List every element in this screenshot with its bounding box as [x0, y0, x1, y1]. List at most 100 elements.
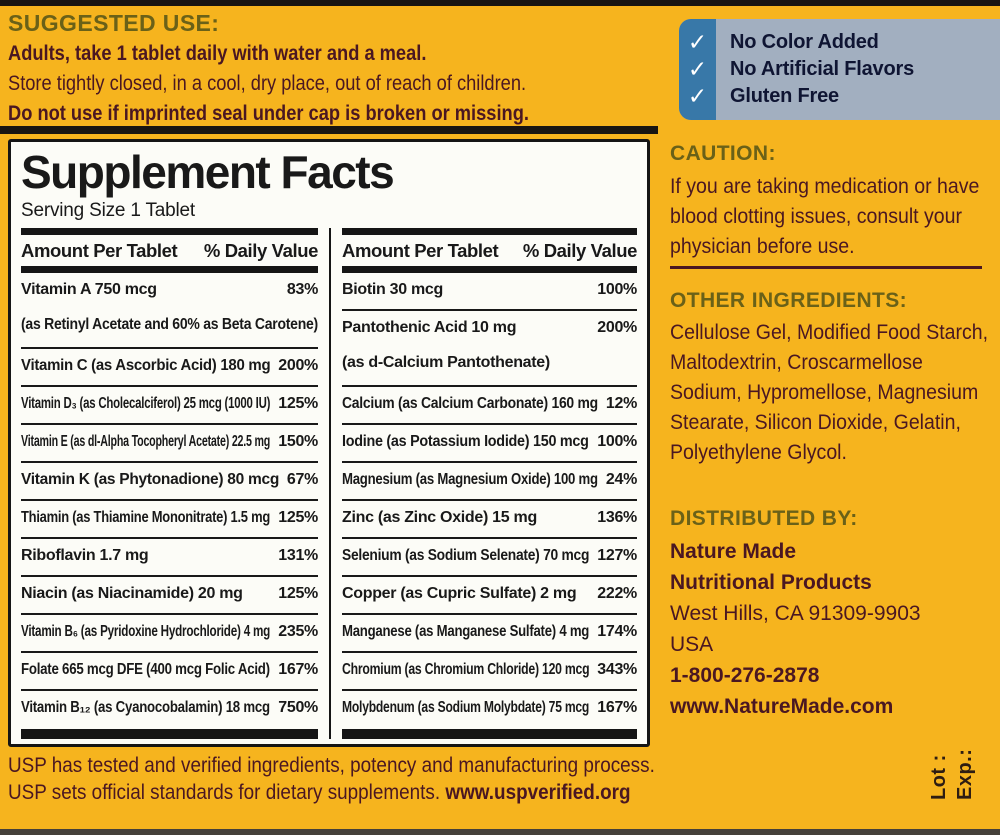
badge-no-color-added: No Color Added — [730, 31, 879, 53]
nutrient-name: Niacin (as Niacinamide) 20 mg — [21, 585, 243, 602]
badge-gluten-free: Gluten Free — [730, 85, 839, 107]
table-row-right-5: Zinc (as Zinc Oxide) 15 mg 136% — [342, 501, 637, 539]
table-row-left-8: Vitamin B₆ (as Pyridoxine Hydrochloride)… — [21, 615, 318, 653]
table-row-left-6: Riboflavin 1.7 mg 131% — [21, 539, 318, 577]
serving-size: Serving Size 1 Tablet — [21, 200, 195, 221]
badge-check-strip: ✓ ✓ ✓ — [679, 19, 716, 120]
table-row-left-10: Vitamin B₁₂ (as Cyanocobalamin) 18 mcg 75… — [21, 691, 318, 729]
daily-value: 131% — [278, 547, 318, 564]
thick-rule — [21, 228, 318, 235]
other-ingredients-heading: OTHER INGREDIENTS: — [670, 289, 908, 312]
nutrient-name: Calcium (as Calcium Carbonate) 160 mg — [342, 395, 598, 412]
divider-band — [0, 126, 658, 134]
table-row-right-6: Selenium (as Sodium Selenate) 70 mcg 127% — [342, 539, 637, 577]
nutrient-name: Vitamin C (as Ascorbic Acid) 180 mg — [21, 357, 271, 374]
table-row-left-7: Niacin (as Niacinamide) 20 mg 125% — [21, 577, 318, 615]
distributed-by-line-1: Nutritional Products — [670, 571, 872, 594]
daily-value: 750% — [278, 699, 318, 716]
usp-footer: USP has tested and verified ingredients,… — [8, 752, 727, 806]
badge-no-artificial-flavors: No Artificial Flavors — [730, 58, 914, 80]
suggested-use-line3: Do not use if imprinted seal under cap i… — [8, 101, 529, 125]
daily-value: 12% — [605, 395, 637, 412]
daily-value: 83% — [286, 281, 318, 298]
table-row-right-8: Manganese (as Manganese Sulfate) 4 mg 174… — [342, 615, 637, 653]
nutrient-name: Vitamin D₃ (as Cholecalciferol) 25 mcg (… — [21, 395, 271, 412]
table-row-right-2: Calcium (as Calcium Carbonate) 160 mg 12% — [342, 387, 637, 425]
daily-value: 125% — [278, 509, 318, 526]
table-row-left-3: Vitamin E (as dl-Alpha Tocopheryl Acetat… — [21, 425, 318, 463]
amount-per-tablet-header: Amount Per Tablet — [342, 239, 499, 261]
nutrient-name: Iodine (as Potassium Iodide) 150 mcg — [342, 433, 589, 450]
daily-value: 125% — [278, 395, 318, 412]
checkmark-icon: ✓ — [687, 83, 708, 109]
nutrient-name: Selenium (as Sodium Selenate) 70 mcg — [342, 547, 590, 564]
daily-value: 125% — [278, 585, 318, 602]
daily-value: 167% — [278, 661, 318, 678]
nutrient-name: Vitamin K (as Phytonadione) 80 mcg — [21, 471, 280, 488]
usp-line2-text: USP sets official standards for dietary … — [8, 781, 446, 804]
table-row-right-10: Molybdenum (as Sodium Molybdate) 75 mcg 1… — [342, 691, 637, 729]
distributed-by-line-5: www.NatureMade.com — [670, 695, 894, 718]
badge-labels: No Color Added No Artificial Flavors Glu… — [716, 19, 914, 120]
checkmark-icon: ✓ — [687, 29, 708, 55]
daily-value: 100% — [597, 281, 637, 298]
facts-column-right: Amount Per Tablet % Daily Value Biotin 3… — [329, 228, 637, 739]
thick-rule — [21, 729, 318, 739]
other-ingredients-text: Cellulose Gel, Modified Food Starch, Mal… — [670, 321, 989, 464]
table-row-left-9: Folate 665 mcg DFE (400 mcg Folic Acid) 1… — [21, 653, 318, 691]
table-row-left-5: Thiamin (as Thiamine Mononitrate) 1.5 mg… — [21, 501, 318, 539]
suggested-use-line2: Store tightly closed, in a cool, dry pla… — [8, 71, 527, 95]
nutrient-name: Molybdenum (as Sodium Molybdate) 75 mcg — [342, 699, 590, 716]
nutrient-name: Vitamin E (as dl-Alpha Tocopheryl Acetat… — [21, 433, 271, 450]
daily-value: 24% — [605, 471, 637, 488]
nutrient-name: Vitamin A 750 mcg — [21, 281, 157, 298]
amount-per-tablet-header: Amount Per Tablet — [21, 239, 178, 261]
facts-columns: Amount Per Tablet % Daily Value Vitamin … — [21, 228, 637, 739]
nutrient-name: Folate 665 mcg DFE (400 mcg Folic Acid) — [21, 661, 270, 678]
table-row-right-7: Copper (as Cupric Sulfate) 2 mg 222% — [342, 577, 637, 615]
top-edge-band — [0, 0, 1000, 6]
daily-value: 200% — [278, 357, 318, 374]
supplement-facts-title: Supplement Facts — [21, 146, 395, 198]
column-header: Amount Per Tablet % Daily Value — [21, 235, 318, 266]
thick-rule — [342, 228, 637, 235]
daily-value: 200% — [597, 319, 637, 336]
nutrient-name-line2: (as Retinyl Acetate and 60% as Beta Caro… — [21, 316, 318, 333]
thick-rule — [21, 266, 318, 273]
nutrient-name: Vitamin B₁₂ (as Cyanocobalamin) 18 mcg — [21, 699, 270, 716]
table-row-left-1: Vitamin C (as Ascorbic Acid) 180 mg 200% — [21, 349, 318, 387]
lot-label: Lot : — [928, 754, 950, 800]
table-row-right-9: Chromium (as Chromium Chloride) 120 mcg 3… — [342, 653, 637, 691]
nutrient-rows-right: Biotin 30 mcg 100% Pantothenic Acid 10 mg 2… — [342, 273, 637, 729]
table-row-left-0: Vitamin A 750 mcg 83% (as Retinyl Acetate … — [21, 273, 318, 349]
daily-value: 174% — [597, 623, 637, 640]
distributed-by-line-3: USA — [670, 633, 714, 656]
distributed-by-line-0: Nature Made — [670, 540, 797, 563]
caution-heading: CAUTION: — [670, 142, 776, 165]
daily-value: 235% — [278, 623, 318, 640]
lot-exp-block: Lot : Exp.: — [926, 700, 978, 800]
nutrient-name: Zinc (as Zinc Oxide) 15 mg — [342, 509, 537, 526]
daily-value-header: % Daily Value — [522, 239, 637, 261]
exp-label: Exp.: — [954, 748, 976, 800]
distributed-by-line-2: West Hills, CA 91309-9903 — [670, 602, 921, 625]
nutrient-name: Vitamin B₆ (as Pyridoxine Hydrochloride)… — [21, 623, 271, 640]
nutrient-name-line2: (as d-Calcium Pantothenate) — [342, 354, 550, 371]
suggested-use-line1: Adults, take 1 tablet daily with water a… — [8, 41, 427, 65]
facts-column-left: Amount Per Tablet % Daily Value Vitamin … — [21, 228, 329, 739]
daily-value: 136% — [597, 509, 637, 526]
suggested-use-heading: SUGGESTED USE: — [8, 10, 220, 36]
thick-rule — [342, 729, 637, 739]
daily-value: 167% — [597, 699, 637, 716]
thick-rule — [342, 266, 637, 273]
daily-value: 67% — [286, 471, 318, 488]
table-row-right-0: Biotin 30 mcg 100% — [342, 273, 637, 311]
daily-value: 100% — [597, 433, 637, 450]
nutrient-name: Thiamin (as Thiamine Mononitrate) 1.5 mg — [21, 509, 271, 526]
usp-line2: USP sets official standards for dietary … — [8, 779, 655, 806]
distributed-by-lines: Nature Made Nutritional Products West Hill… — [670, 536, 921, 722]
column-header: Amount Per Tablet % Daily Value — [342, 235, 637, 266]
table-row-right-1: Pantothenic Acid 10 mg 200% (as d-Calcium … — [342, 311, 637, 387]
suggested-use-section: SUGGESTED USE: Adults, take 1 tablet dai… — [8, 9, 658, 128]
